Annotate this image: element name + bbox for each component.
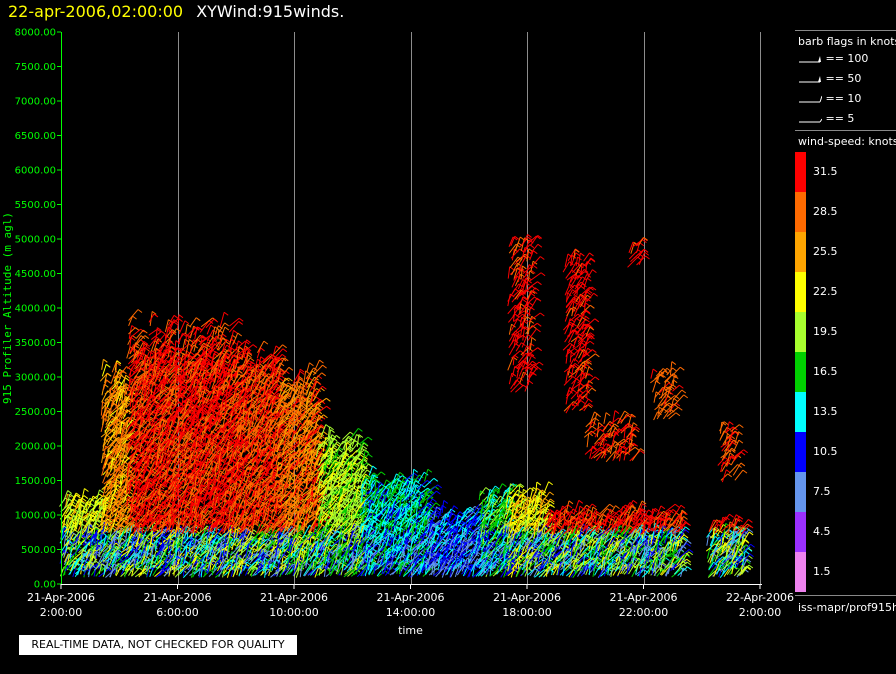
wind-barb: [148, 328, 162, 336]
wind-barb: [189, 317, 201, 327]
wind-barb: [128, 315, 137, 327]
wind-barb: [63, 490, 72, 502]
wind-barb: [103, 379, 111, 390]
wind-barb: [128, 309, 143, 321]
wind-barb: [303, 370, 310, 382]
wind-barb: [416, 480, 432, 490]
wind-barb: [66, 493, 75, 506]
wind-barb: [71, 492, 81, 502]
wind-barb: [96, 489, 104, 500]
wind-barb: [424, 468, 433, 482]
wind-barbs: [59, 234, 755, 579]
wind-barb: [70, 494, 81, 506]
wind-barb: [101, 358, 108, 370]
wind-barb: [128, 327, 140, 335]
timestamp-text: 22-apr-2006,02:00:00: [8, 2, 184, 21]
wind-barb: [257, 340, 269, 353]
wind-barb: [178, 320, 190, 334]
product-text: XYWind:915winds.: [196, 2, 345, 21]
wind-barb: [104, 372, 112, 384]
wind-barb: [228, 321, 243, 333]
wind-barb: [106, 542, 121, 553]
wind-barb: [66, 508, 79, 519]
wind-barb: [178, 332, 189, 341]
wind-barb: [115, 362, 121, 372]
wind-barb: [101, 363, 111, 377]
wind-barb: [63, 535, 70, 546]
wind-barb: [80, 488, 89, 502]
chart-title: 22-apr-2006,02:00:00 XYWind:915winds.: [8, 2, 344, 21]
wind-barb: [88, 564, 96, 578]
wind-barb: [68, 531, 76, 544]
